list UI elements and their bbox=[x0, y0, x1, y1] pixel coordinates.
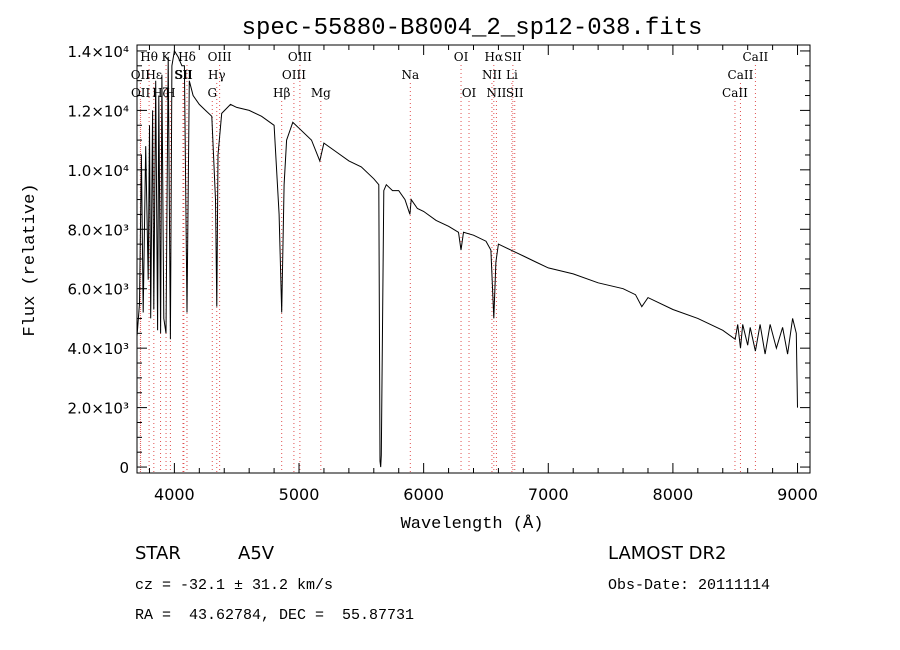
marker-label: OIII bbox=[208, 50, 232, 64]
marker-label: SII bbox=[175, 68, 193, 82]
marker-label: Hα bbox=[485, 50, 504, 64]
axis-ticks: 4000 5000 6000 7000 8000 9000 0 2.0×10³ 4.0×10³ 6… bbox=[67, 43, 817, 504]
marker-label: Mg bbox=[311, 86, 331, 100]
spectral-subclass: A5V bbox=[238, 543, 275, 564]
marker-label: Hδ bbox=[178, 50, 196, 64]
marker-label: Hγ bbox=[208, 68, 226, 82]
plot-frame bbox=[136, 44, 811, 474]
marker-label: NII bbox=[482, 68, 502, 82]
marker-label: OI bbox=[454, 50, 469, 64]
obs-date: Obs-Date: 20111114 bbox=[608, 577, 770, 594]
marker-label: NII bbox=[486, 86, 506, 100]
marker-label: CaII bbox=[722, 86, 748, 100]
x-tick-label: 4000 bbox=[154, 485, 195, 504]
marker-label: SII bbox=[504, 50, 522, 64]
marker-label: Hβ bbox=[273, 86, 290, 100]
marker-label: CaII bbox=[728, 68, 754, 82]
marker-label: K bbox=[162, 50, 172, 64]
x-tick-label: 8000 bbox=[653, 485, 694, 504]
y-axis-label: Flux (relative) bbox=[21, 183, 40, 336]
spectrum-line bbox=[136, 49, 798, 468]
object-class: STAR bbox=[135, 543, 181, 564]
y-tick-label: 8.0×10³ bbox=[67, 221, 129, 239]
survey-name: LAMOST DR2 bbox=[608, 543, 726, 564]
redshift-readout: cz = -32.1 ± 31.2 km/s bbox=[135, 577, 333, 594]
y-tick-label: 1.2×10⁴ bbox=[67, 102, 129, 120]
marker-label: SII bbox=[174, 68, 192, 82]
x-tick-label: 7000 bbox=[528, 485, 569, 504]
marker-label: OIII bbox=[288, 50, 312, 64]
marker-label: OII bbox=[131, 86, 151, 100]
marker-label: OIII bbox=[282, 68, 306, 82]
y-tick-label: 1.0×10⁴ bbox=[67, 162, 129, 180]
y-tick-label: 4.0×10³ bbox=[67, 340, 129, 358]
marker-label: Hζ bbox=[152, 86, 169, 100]
y-tick-label: 2.0×10³ bbox=[67, 400, 129, 418]
marker-label: OII bbox=[131, 68, 151, 82]
x-tick-label: 6000 bbox=[403, 485, 444, 504]
coordinates: RA = 43.62784, DEC = 55.87731 bbox=[135, 607, 414, 624]
marker-label: CaII bbox=[742, 50, 768, 64]
marker-label: Hε bbox=[145, 68, 162, 82]
marker-label: OI bbox=[462, 86, 477, 100]
y-tick-label: 6.0×10³ bbox=[67, 281, 129, 299]
marker-label: SII bbox=[506, 86, 524, 100]
marker-label: Li bbox=[506, 68, 518, 82]
x-tick-label: 5000 bbox=[279, 485, 320, 504]
x-axis-label: Wavelength (Å) bbox=[401, 515, 544, 534]
marker-label: G bbox=[207, 86, 217, 100]
marker-label: Hθ bbox=[140, 50, 158, 64]
x-tick-label: 9000 bbox=[777, 485, 818, 504]
chart-title: spec-55880-B8004_2_sp12-038.fits bbox=[242, 15, 703, 42]
y-tick-label: 0 bbox=[119, 459, 129, 477]
marker-label: Na bbox=[401, 68, 419, 82]
y-tick-label: 1.4×10⁴ bbox=[67, 43, 129, 61]
marker-label: H bbox=[165, 86, 175, 100]
